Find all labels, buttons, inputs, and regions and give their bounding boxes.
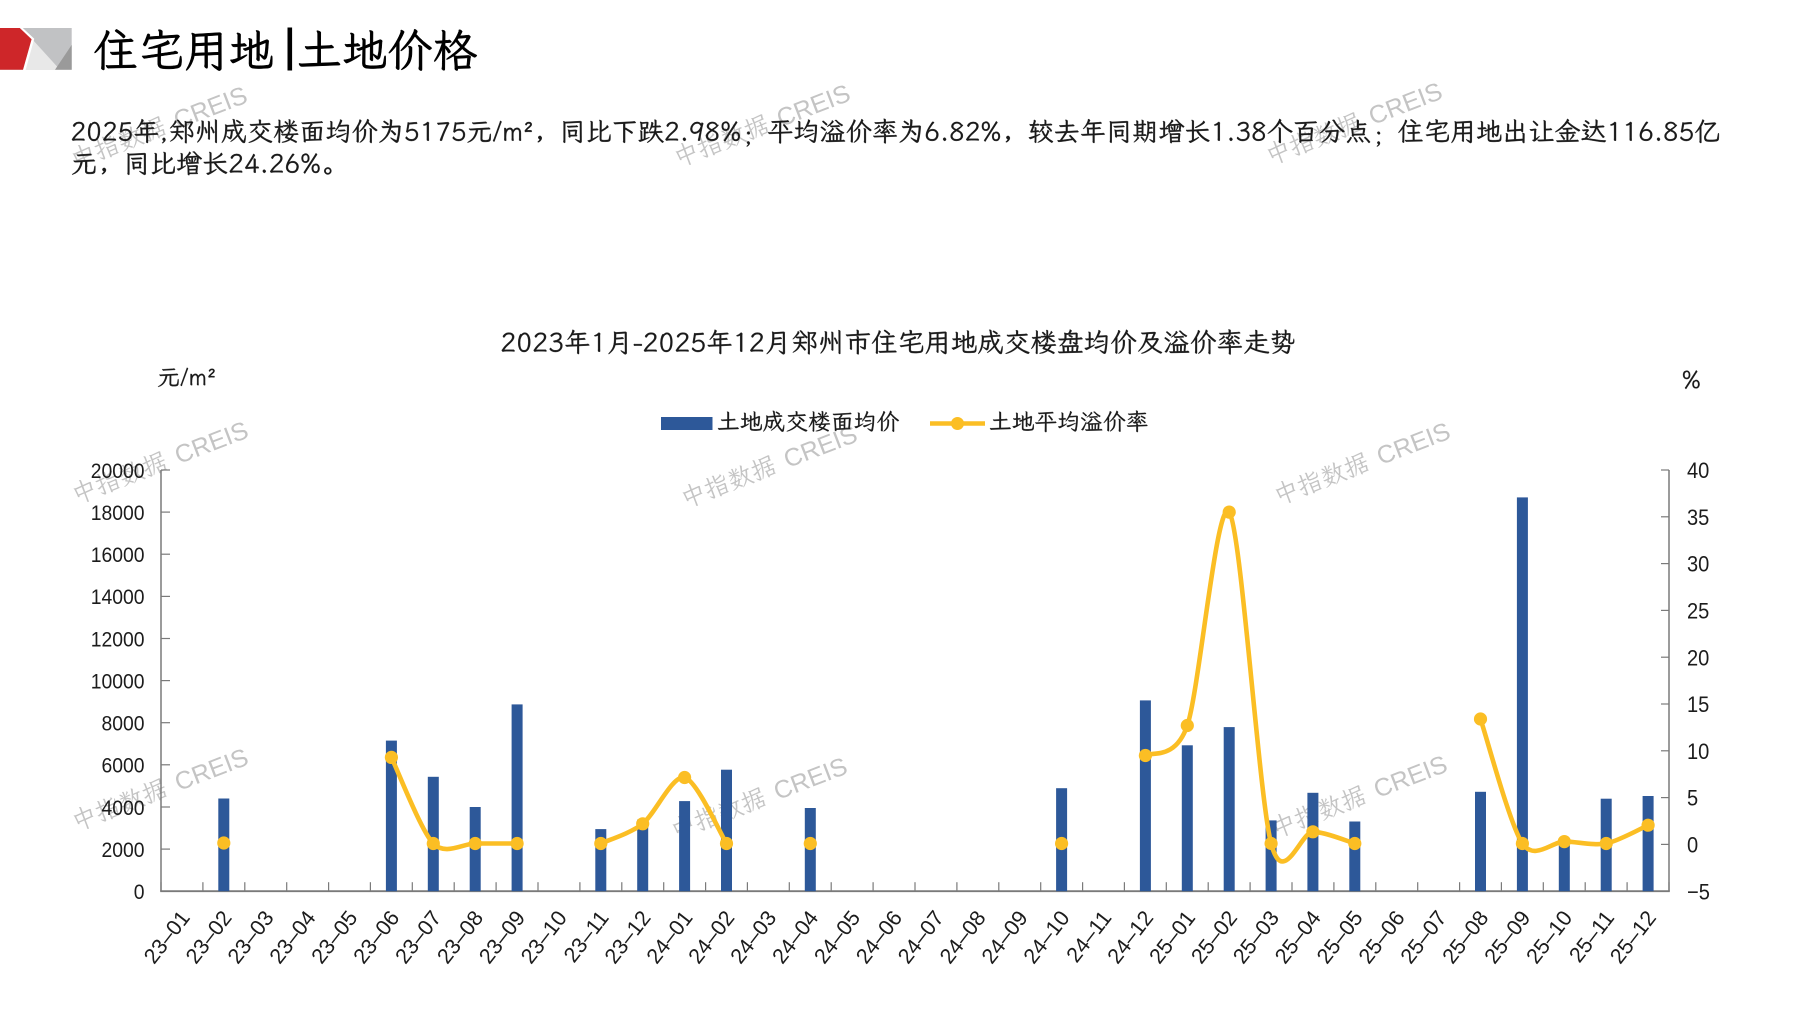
svg-text:14000: 14000	[91, 585, 145, 609]
svg-text:4000: 4000	[101, 796, 144, 820]
svg-text:16000: 16000	[91, 543, 145, 567]
svg-text:10000: 10000	[91, 669, 145, 693]
svg-text:15: 15	[1687, 693, 1709, 717]
svg-text:5: 5	[1687, 787, 1698, 811]
svg-text:40: 40	[1687, 459, 1709, 483]
svg-text:30: 30	[1687, 553, 1709, 577]
svg-text:0: 0	[1687, 834, 1698, 858]
svg-text:25: 25	[1687, 600, 1709, 624]
svg-text:20: 20	[1687, 646, 1709, 670]
svg-text:35: 35	[1687, 506, 1709, 530]
svg-text:8000: 8000	[101, 712, 144, 736]
svg-text:18000: 18000	[91, 501, 145, 525]
svg-text:−5: −5	[1687, 880, 1710, 904]
svg-text:20000: 20000	[91, 459, 145, 483]
svg-text:12000: 12000	[91, 627, 145, 651]
svg-text:2000: 2000	[101, 838, 144, 862]
svg-text:10: 10	[1687, 740, 1709, 764]
svg-text:0: 0	[134, 880, 145, 904]
svg-text:6000: 6000	[101, 754, 144, 778]
